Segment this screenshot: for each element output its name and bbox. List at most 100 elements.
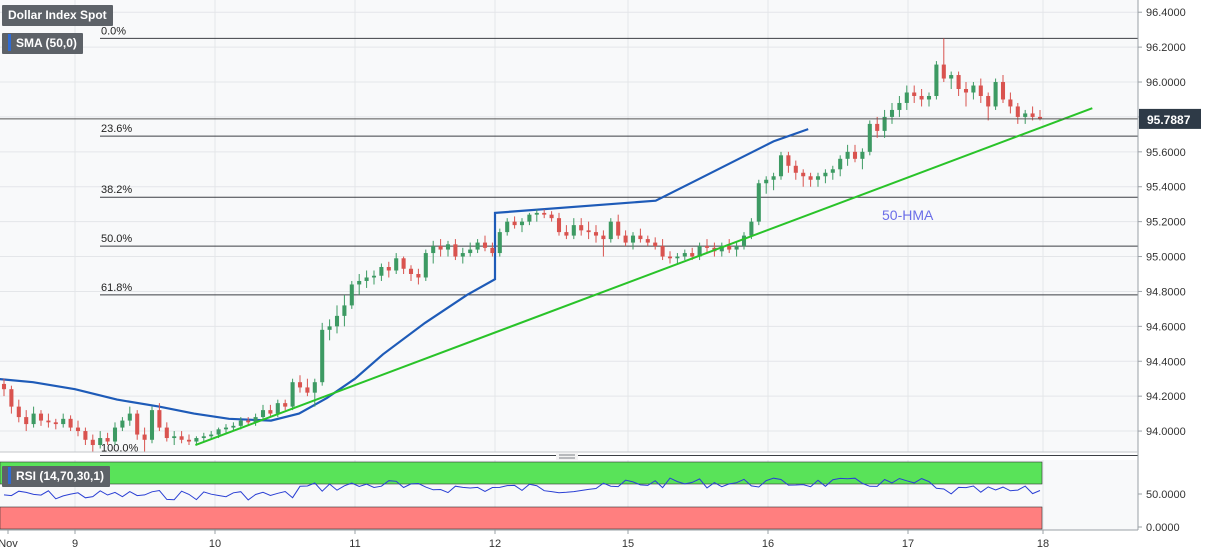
- candle: [534, 209, 539, 222]
- candle: [571, 218, 576, 240]
- fibonacci-levels: 0.0% 23.6% 38.2% 50.0% 61.8% 100.0%: [100, 25, 1138, 456]
- candle: [963, 82, 969, 107]
- candle: [53, 418, 58, 430]
- sma-indicator-badge[interactable]: SMA (50,0): [2, 33, 83, 54]
- candle: [919, 89, 924, 107]
- candle-body: [660, 246, 665, 257]
- candle-body: [401, 258, 406, 269]
- candle: [934, 61, 939, 100]
- candle-body: [749, 221, 754, 236]
- candle-body: [956, 75, 961, 90]
- candle-body: [31, 413, 36, 425]
- candle: [164, 422, 169, 442]
- candle: [823, 169, 828, 184]
- candle: [38, 410, 44, 426]
- candle-body: [904, 92, 909, 103]
- candle: [16, 399, 21, 423]
- x-tick-label: 10: [209, 538, 221, 550]
- candle-body: [734, 246, 739, 250]
- candle-body: [838, 158, 843, 170]
- candle-body: [386, 267, 391, 271]
- candle-body: [801, 172, 806, 177]
- instrument-badge[interactable]: Dollar Index Spot: [2, 5, 113, 26]
- x-tick-label: 15: [622, 538, 634, 550]
- candle: [172, 431, 177, 446]
- instrument-name: Dollar Index Spot: [8, 8, 107, 22]
- candle-body: [357, 280, 362, 285]
- candle-body: [253, 417, 258, 423]
- candle: [135, 410, 140, 440]
- candle: [297, 375, 303, 393]
- candle-body: [1023, 113, 1028, 117]
- candle-body: [505, 221, 510, 233]
- candle: [223, 424, 229, 433]
- candle: [305, 378, 310, 397]
- candle: [342, 294, 347, 327]
- candle-body: [416, 273, 421, 278]
- fib-level-label: 0.0%: [101, 25, 126, 37]
- hma-50-line: [0, 128, 809, 422]
- candle: [179, 431, 184, 444]
- candle-body: [1030, 113, 1035, 117]
- candle: [105, 432, 110, 446]
- candle: [431, 240, 436, 264]
- candle-body: [16, 406, 21, 418]
- candle-body: [889, 109, 895, 117]
- candle: [1008, 92, 1013, 114]
- rsi-indicator-badge[interactable]: RSI (14,70,30,1): [2, 466, 111, 487]
- candle-body: [112, 427, 118, 442]
- candle: [675, 253, 680, 264]
- candle-body: [216, 429, 221, 435]
- sma-color-marker: [8, 34, 11, 52]
- candle: [986, 92, 991, 121]
- candle-body: [423, 253, 428, 278]
- candle: [549, 211, 554, 222]
- candle: [756, 179, 761, 226]
- candle-body: [741, 235, 747, 247]
- y-tick-label: 96.2000: [1146, 42, 1186, 54]
- candle: [719, 242, 724, 257]
- candle: [9, 385, 14, 414]
- candle: [912, 85, 917, 103]
- candle: [830, 165, 835, 180]
- current-price-badge: [1139, 108, 1201, 129]
- candle: [75, 420, 81, 437]
- candle-body: [823, 172, 828, 177]
- candle: [527, 212, 532, 226]
- candle: [601, 230, 606, 257]
- candle: [660, 239, 665, 261]
- candle-body: [608, 221, 613, 240]
- candle-body: [527, 214, 532, 222]
- candle: [475, 239, 480, 254]
- y-tick-label: 94.4000: [1146, 356, 1186, 368]
- candle: [379, 263, 384, 281]
- candle: [778, 151, 784, 180]
- candle: [68, 415, 73, 432]
- candle: [90, 434, 95, 452]
- fib-level-label: 100.0%: [101, 442, 139, 454]
- candle-body: [949, 75, 954, 79]
- candle-body: [926, 95, 932, 100]
- candle: [416, 268, 421, 285]
- candle-body: [941, 64, 946, 79]
- candle-body: [860, 151, 865, 159]
- candle: [401, 256, 406, 274]
- candle: [312, 378, 317, 407]
- candle-body: [571, 225, 576, 236]
- candle: [490, 242, 495, 257]
- candle-body: [793, 165, 798, 173]
- candle: [283, 399, 288, 411]
- y-tick-label: 95.2000: [1146, 217, 1186, 229]
- pane-resize-handle[interactable]: [556, 453, 578, 460]
- candle-body: [408, 268, 414, 274]
- rsi-color-marker: [8, 467, 11, 485]
- candle: [519, 218, 525, 233]
- candle: [149, 406, 155, 444]
- trend-line-layer: [0, 107, 1138, 446]
- candle-body: [1015, 106, 1020, 117]
- candle-body: [186, 439, 192, 442]
- candle-body: [771, 176, 776, 180]
- candle-body: [512, 221, 517, 226]
- candle-body: [586, 230, 591, 233]
